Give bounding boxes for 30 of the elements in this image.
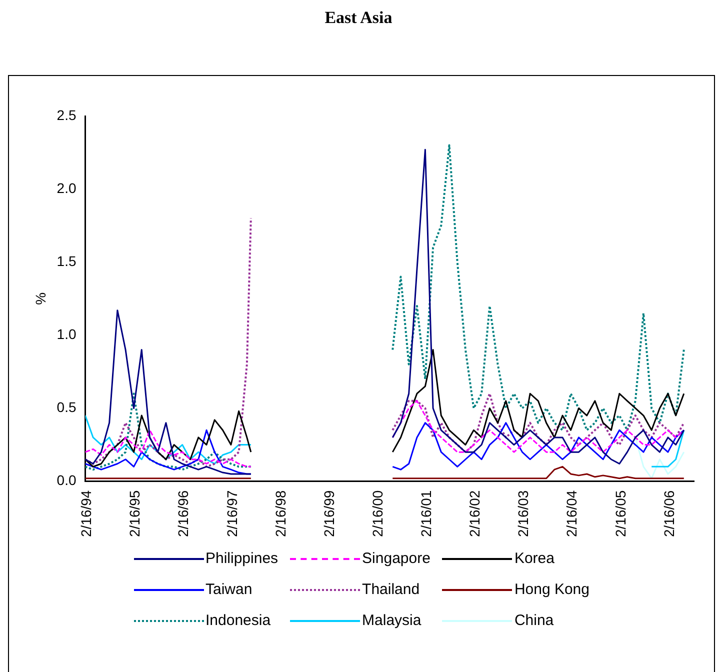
x-tick-label: 2/16/06 (660, 490, 677, 538)
legend-label: China (514, 612, 554, 629)
legend-label: Hong Kong (514, 581, 590, 598)
legend-label: Malaysia (362, 612, 422, 629)
x-tick-label: 2/16/00 (369, 490, 386, 538)
x-tick-label: 2/16/05 (612, 490, 628, 538)
y-tick-label: 2.0 (56, 180, 76, 196)
x-tick-label: 2/16/98 (272, 490, 288, 538)
chart-title: East Asia (324, 8, 394, 28)
x-tick-label: 2/16/99 (320, 490, 337, 538)
x-tick-label: 2/16/97 (224, 490, 240, 538)
y-tick-label: 1.0 (56, 326, 76, 342)
y-tick-label: 0.5 (56, 399, 76, 416)
x-tick-label: 2/16/04 (564, 490, 580, 538)
legend-label: Thailand (362, 581, 420, 598)
legend-label: Singapore (362, 550, 430, 567)
legend-label: Indonesia (206, 612, 271, 629)
x-tick-label: 2/16/96 (175, 490, 192, 538)
legend-label: Taiwan (206, 581, 252, 598)
y-tick-label: 2.5 (56, 106, 76, 123)
y-axis-title: % (32, 292, 48, 305)
legend-label: Philippines (206, 550, 278, 567)
x-tick-label: 2/16/94 (78, 490, 94, 538)
x-tick-label: 2/16/95 (126, 490, 143, 538)
legend-label: Korea (514, 550, 554, 567)
x-tick-label: 2/16/01 (418, 490, 434, 538)
x-tick-label: 2/16/03 (515, 490, 532, 538)
y-tick-label: 0.0 (56, 472, 76, 488)
y-tick-label: 1.5 (56, 252, 76, 269)
x-tick-label: 2/16/02 (466, 490, 483, 538)
